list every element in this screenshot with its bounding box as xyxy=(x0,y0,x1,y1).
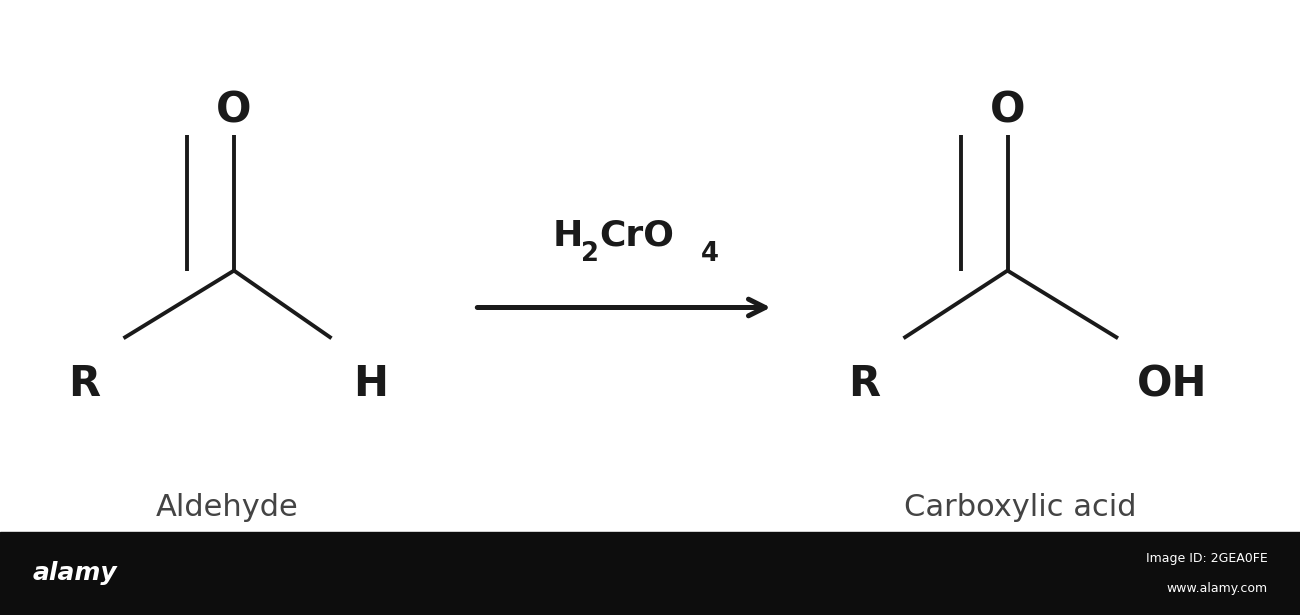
Text: H: H xyxy=(552,219,582,253)
Bar xyxy=(0,532,1300,615)
Text: H: H xyxy=(354,363,387,405)
Text: CrO: CrO xyxy=(599,219,675,253)
Text: 2: 2 xyxy=(581,241,599,268)
Text: www.alamy.com: www.alamy.com xyxy=(1166,582,1268,595)
Text: O: O xyxy=(216,90,252,132)
Text: Aldehyde: Aldehyde xyxy=(156,493,299,522)
Text: Image ID: 2GEA0FE: Image ID: 2GEA0FE xyxy=(1145,552,1268,565)
Text: 4: 4 xyxy=(701,241,719,268)
Text: R: R xyxy=(69,363,100,405)
Text: alamy: alamy xyxy=(32,561,117,585)
Text: OH: OH xyxy=(1138,363,1208,405)
Text: O: O xyxy=(989,90,1026,132)
Text: Carboxylic acid: Carboxylic acid xyxy=(905,493,1136,522)
Text: R: R xyxy=(849,363,880,405)
